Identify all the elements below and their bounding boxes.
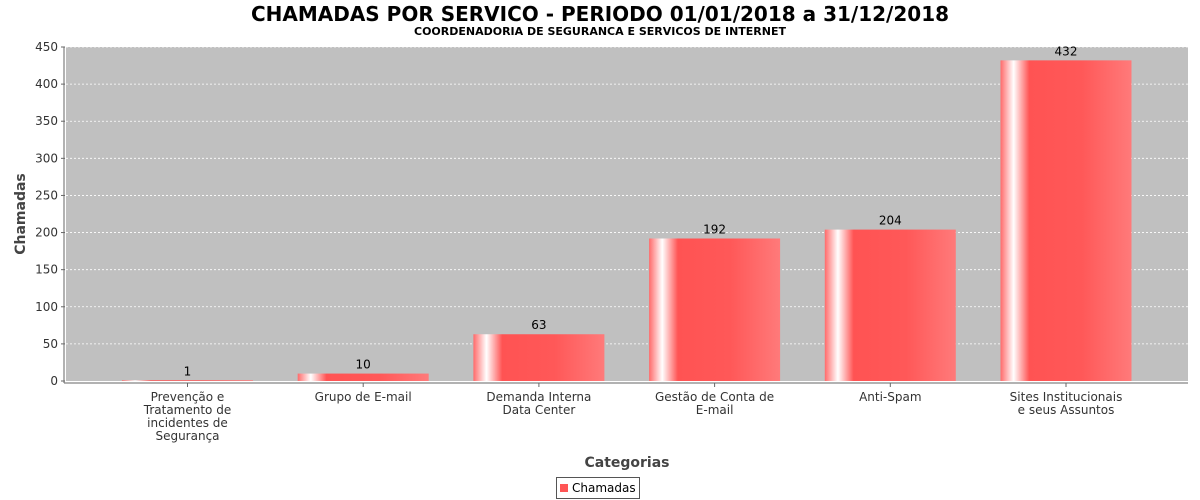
- bar: [297, 373, 429, 381]
- category-label-line: Grupo de E-mail: [315, 390, 412, 404]
- category-label-line: Sites Institucionais: [1010, 390, 1123, 404]
- category-label: Sites Institucionais e seus Assuntos: [1010, 390, 1123, 417]
- y-tick-label: 300: [35, 151, 58, 165]
- y-tick-label: 400: [35, 77, 58, 91]
- category-label-line: e seus Assuntos: [1018, 403, 1115, 417]
- category-label-line: E-mail: [696, 403, 734, 417]
- category-label-line: Data Center: [502, 403, 575, 417]
- legend: Chamadas: [556, 477, 640, 499]
- y-tick-label: 450: [35, 40, 58, 54]
- chart-title: CHAMADAS POR SERVICO - PERIODO 01/01/201…: [250, 2, 950, 26]
- y-tick-label: 100: [35, 300, 58, 314]
- y-tick-label: 150: [35, 263, 58, 277]
- bar: [824, 229, 956, 381]
- y-tick-label: 250: [35, 188, 58, 202]
- bar: [473, 334, 605, 381]
- category-label: Prevenção e Tratamento de incidentes de Seg…: [143, 390, 231, 443]
- category-label-line: Anti-Spam: [859, 390, 921, 404]
- bar: [1000, 60, 1132, 382]
- category-label-line: Prevenção e: [151, 390, 225, 404]
- y-tick-label: 50: [43, 337, 58, 351]
- data-label: 10: [356, 358, 371, 372]
- y-axis-title: Chamadas: [13, 173, 29, 255]
- bar: [122, 380, 253, 381]
- category-label-line: Segurança: [155, 429, 219, 443]
- category-label-line: Demanda Interna: [486, 390, 591, 404]
- y-tick-label: 200: [35, 226, 58, 240]
- category-label-line: Tratamento de: [143, 403, 231, 417]
- legend-label: Chamadas: [572, 481, 636, 495]
- data-label: 1: [184, 364, 192, 378]
- data-label: 192: [703, 222, 726, 236]
- chart-subtitle: COORDENADORIA DE SEGURANCA E SERVICOS DE…: [414, 25, 786, 38]
- data-label: 432: [1055, 44, 1078, 58]
- category-label: Demanda Interna Data Center: [486, 390, 591, 417]
- category-label: Anti-Spam: [859, 390, 921, 404]
- data-label: 204: [879, 214, 902, 228]
- legend-swatch: [560, 484, 568, 492]
- category-label-line: Gestão de Conta de: [655, 390, 774, 404]
- category-label: Grupo de E-mail: [315, 390, 412, 404]
- x-axis-title: Categorias: [584, 455, 669, 471]
- category-label: Gestão de Conta de E-mail: [655, 390, 774, 417]
- category-label-line: incidentes de: [147, 416, 228, 430]
- y-tick-label: 350: [35, 114, 58, 128]
- y-tick-label: 0: [50, 374, 58, 388]
- bar: [649, 238, 781, 381]
- data-label: 63: [531, 318, 546, 332]
